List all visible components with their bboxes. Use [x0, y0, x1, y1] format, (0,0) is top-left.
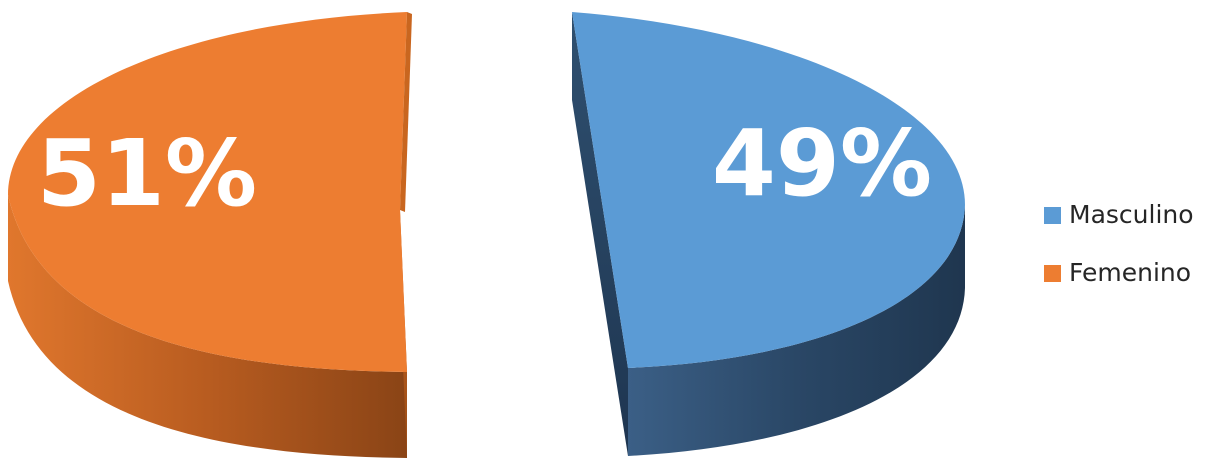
data-label-masculino: 49% — [712, 110, 932, 217]
legend-label-femenino: Femenino — [1069, 258, 1192, 287]
chart-legend: Masculino Femenino — [1044, 200, 1224, 316]
pie-slice-femenino-side — [8, 195, 407, 458]
pie-slice-femenino-top — [8, 12, 407, 372]
legend-swatch-femenino — [1044, 264, 1061, 282]
pie-slice-masculino-top — [572, 12, 965, 368]
pie-slice-femenino-edge — [400, 12, 412, 212]
data-label-femenino: 51% — [37, 120, 257, 227]
legend-label-masculino: Masculino — [1069, 200, 1194, 229]
legend-item-masculino: Masculino — [1044, 200, 1224, 230]
pie-slice-masculino-cut — [572, 12, 628, 456]
pie-slice-masculino — [572, 12, 965, 456]
pie-slice-masculino-side — [628, 205, 965, 456]
legend-swatch-masculino — [1044, 206, 1061, 224]
pie-slice-femenino — [8, 12, 412, 458]
legend-item-femenino: Femenino — [1044, 258, 1224, 288]
